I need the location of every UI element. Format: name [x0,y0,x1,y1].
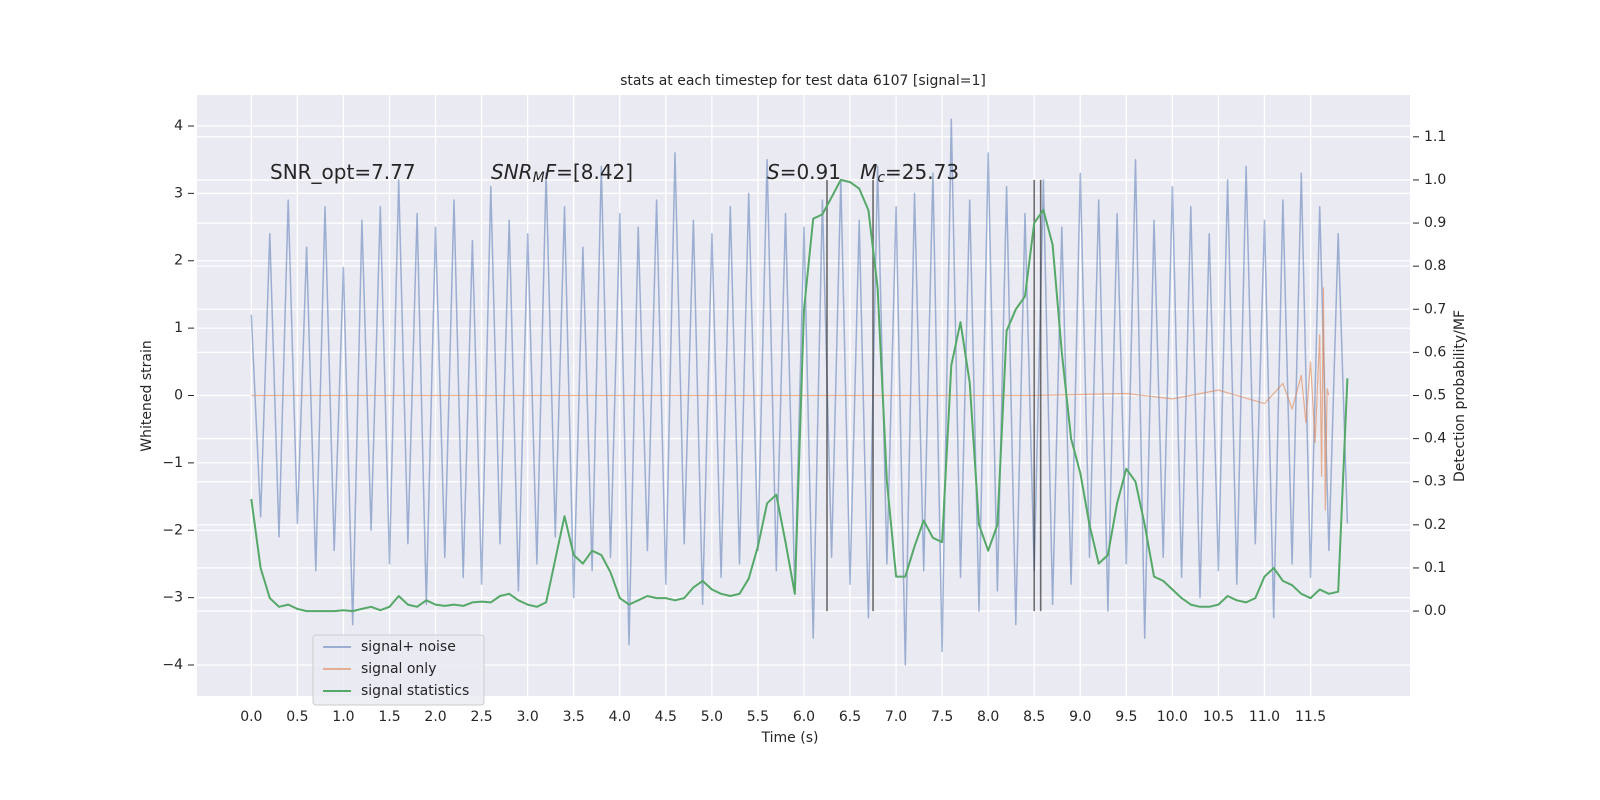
x-tick-label: 7.0 [885,709,907,725]
x-tick-label: 2.5 [470,709,492,725]
y-tick-label: 0 [174,388,183,404]
x-tick-label: 6.0 [793,709,815,725]
x-tick-label: 3.5 [563,709,585,725]
y-tick-label: 2 [174,253,183,269]
x-tick-label: 11.0 [1249,709,1280,725]
annotation-part: =[8.42] [556,160,633,184]
x-tick-label: 4.5 [655,709,677,725]
legend-label: signal statistics [361,683,469,699]
legend-label: signal+ noise [361,639,456,655]
annotation-part: M [533,170,545,186]
y2-tick-label: 0.8 [1424,258,1446,274]
x-tick-label: 1.5 [378,709,400,725]
series-line [250,118,1349,666]
y-tick-label: −2 [162,522,183,538]
annotation: S=0.91 Mc=25.73 [767,160,959,187]
y-tick-label: −3 [162,590,183,606]
legend-box [312,634,485,706]
y2-tick-label: 0.3 [1424,474,1446,490]
series-line [251,287,1330,511]
legend-label: signal only [361,661,436,677]
y2-tick-label: 1.0 [1424,172,1446,188]
x-tick-label: 10.0 [1157,709,1188,725]
y2-tick-label: 0.7 [1424,301,1446,317]
y2-tick-label: 0.4 [1424,431,1446,447]
x-tick-label: 3.0 [517,709,539,725]
x-tick-label: 7.5 [931,709,953,725]
annotation: SNR_opt=7.77 [270,160,416,184]
annotation-part: c [877,170,885,186]
y2-tick-label: 0.6 [1424,344,1446,360]
annotation-part: F [545,160,557,184]
x-tick-label: 8.5 [1023,709,1045,725]
series-line [250,178,1349,613]
x-tick-label: 4.0 [609,709,631,725]
annotation-part: M [860,160,877,184]
x-tick-label: 8.0 [977,709,999,725]
y2-tick-label: 0.2 [1424,517,1446,533]
y2-axis-label: Detection probability/MF [1452,310,1468,482]
annotation-part: SNR [491,160,533,184]
x-tick-label: 9.0 [1069,709,1091,725]
x-tick-label: 0.5 [286,709,308,725]
y-tick-label: −1 [162,455,183,471]
x-tick-label: 0.0 [240,709,262,725]
x-tick-label: 9.5 [1115,709,1137,725]
y-axis-label: Whitened strain [139,340,155,451]
y-tick-label: 3 [174,185,183,201]
y-tick-label: −4 [162,657,183,673]
x-tick-label: 5.5 [747,709,769,725]
annotation-part: S [767,160,780,184]
annotation-part: =25.73 [885,160,959,184]
x-tick-label: 1.0 [332,709,354,725]
y2-tick-label: 0.9 [1424,215,1446,231]
chart-title: stats at each timestep for test data 610… [620,73,986,89]
y2-tick-label: 0.5 [1424,388,1446,404]
annotation-part: =0.91 [780,160,860,184]
x-tick-label: 2.0 [424,709,446,725]
annotation: SNRMF=[8.42] [491,160,633,187]
y2-tick-label: 1.1 [1424,129,1446,145]
y2-tick-label: 0.1 [1424,560,1446,576]
y-tick-label: 1 [174,320,183,336]
y2-tick-label: 0.0 [1424,603,1446,619]
x-axis-label: Time (s) [761,730,819,746]
x-tick-label: 5.0 [701,709,723,725]
x-tick-label: 11.5 [1295,709,1326,725]
x-tick-label: 6.5 [839,709,861,725]
annotation-part: SNR_opt=7.77 [270,160,416,184]
y-tick-label: 4 [174,118,183,134]
x-tick-label: 10.5 [1203,709,1234,725]
